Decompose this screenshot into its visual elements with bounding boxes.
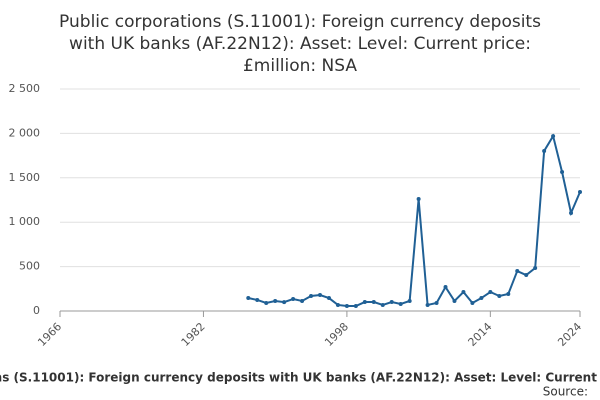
point [533, 266, 538, 271]
point [542, 148, 547, 153]
y-tick-label: 0 [33, 304, 40, 317]
point [398, 301, 403, 306]
point [264, 301, 269, 306]
x-tick-label: 1998 [322, 320, 351, 349]
point [335, 302, 340, 307]
point [344, 304, 349, 309]
x-tick-label: 1966 [35, 320, 64, 349]
x-tick-label: 2014 [466, 320, 495, 349]
x-axis-label: Public corporations (S.11001): Foreign c… [0, 371, 600, 385]
y-tick-label: 500 [19, 260, 40, 273]
point [353, 304, 358, 309]
point [255, 297, 260, 302]
point [569, 210, 574, 215]
point [524, 273, 529, 278]
line [248, 133, 581, 308]
source: Source: [543, 385, 588, 399]
chart-title: Public corporations (S.11001): Foreign c… [59, 12, 541, 32]
point [300, 298, 305, 303]
point [389, 300, 394, 305]
point [425, 302, 430, 307]
y-tick-label: 2 000 [9, 126, 41, 139]
y-tick-label: 2 500 [9, 82, 41, 95]
point [560, 170, 565, 175]
point [407, 298, 412, 303]
point [291, 297, 296, 302]
point [246, 296, 251, 301]
point [282, 300, 287, 305]
point [443, 285, 448, 290]
y-tick-label: 1 000 [9, 215, 41, 228]
point [497, 293, 502, 298]
point [578, 190, 582, 195]
point [434, 301, 439, 306]
point [309, 293, 314, 298]
point [273, 298, 278, 303]
point [479, 296, 484, 301]
point [515, 269, 520, 274]
point [371, 300, 376, 305]
point [380, 302, 385, 307]
y-tick-label: 1 500 [9, 171, 41, 184]
point [506, 292, 511, 297]
point [416, 197, 421, 202]
point [452, 298, 457, 303]
chart-title: £million: NSA [243, 56, 357, 76]
point [326, 296, 331, 301]
point [551, 134, 556, 139]
point [461, 289, 466, 294]
point [470, 301, 475, 306]
point [488, 289, 493, 294]
x-tick-label: 2024 [555, 320, 584, 349]
point [318, 293, 322, 298]
chart-title: with UK banks (AF.22N12): Asset: Level: … [69, 34, 531, 54]
x-tick-label: 1982 [179, 320, 208, 349]
point [362, 300, 367, 305]
